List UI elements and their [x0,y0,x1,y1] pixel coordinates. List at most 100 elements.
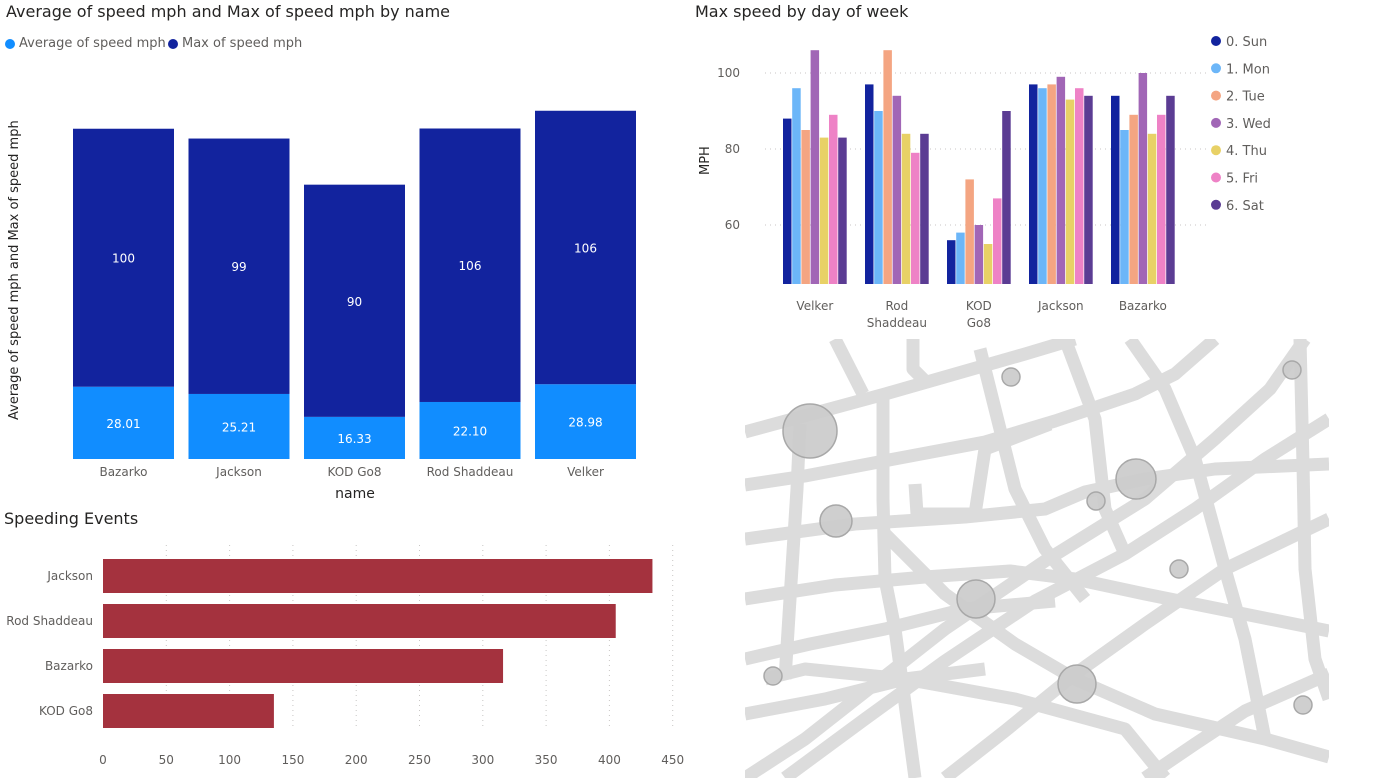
bar-max[interactable] [73,128,174,387]
bar[interactable] [883,50,892,285]
bar[interactable] [901,133,911,284]
bar[interactable] [865,84,874,285]
map-canvas[interactable] [745,339,1329,778]
bar-avg-label: 28.01 [106,417,140,431]
bar[interactable] [1047,84,1056,285]
bar[interactable] [838,137,847,284]
chart1-legend-max-label: Max of speed mph [182,36,303,51]
bar[interactable] [947,240,956,284]
map-bubble[interactable] [1293,695,1313,715]
bar[interactable] [810,50,820,285]
x-tick-label: 100 [218,753,241,767]
bar-avg[interactable] [188,393,290,459]
bar[interactable] [1147,133,1157,284]
bar-avg[interactable] [73,386,174,459]
legend-dot [1211,172,1221,183]
chart2-plot[interactable]: 60 80 100 MPH Velker Rod Shaddeau KOD Go8 Jackson… [690,25,1374,335]
bar[interactable] [965,179,974,284]
bar-max[interactable] [188,138,290,394]
bar-avg[interactable] [304,416,405,459]
bar[interactable] [1084,95,1093,284]
map-street [940,513,1329,778]
bar-avg-label: 16.33 [337,432,371,446]
chart1-plot[interactable]: 28.01 100 Bazarko 25.21 99 Jackson 16.33 90 KOD … [0,60,660,510]
map-bubble[interactable] [1115,458,1157,500]
bar[interactable] [103,649,504,683]
bar[interactable] [103,604,616,638]
bar-avg[interactable] [419,401,521,459]
bar-avg[interactable] [535,384,636,459]
x-tick-label: 0 [99,753,107,767]
bar[interactable] [783,118,792,284]
bar[interactable] [103,559,653,593]
bar[interactable] [819,137,829,284]
y-tick-label: Bazarko [45,659,93,673]
bar[interactable] [1065,99,1075,284]
bar[interactable] [1166,95,1175,284]
bar[interactable] [1075,88,1084,284]
map-bubble[interactable] [819,504,853,538]
bar-max[interactable] [419,128,521,402]
legend-label: 6. Sat [1226,199,1264,214]
x-tick-label: Bazarko [1119,299,1167,313]
bar[interactable] [829,114,838,284]
bar-max[interactable] [304,184,405,417]
x-tick-label: Jackson [1037,299,1084,313]
map-bubble[interactable] [763,666,783,686]
chart2-title: Max speed by day of week [695,2,909,21]
bar[interactable] [1002,111,1011,284]
chart3-plot[interactable]: 0 50 100 150 200 250 300 350 400 450 Jackson Rod Sh… [0,535,700,778]
x-tick-label: 50 [159,753,174,767]
bar-max-label: 106 [459,259,482,273]
x-tick-label: Go8 [967,316,991,330]
map-street [973,347,1091,604]
x-tick-label: 450 [661,753,684,767]
map-bubble[interactable] [1057,664,1097,704]
bar-max-label: 90 [347,295,362,309]
bar[interactable] [1029,84,1038,285]
x-tick-label: KOD Go8 [328,465,382,479]
bar[interactable] [801,130,810,284]
bar[interactable] [892,95,902,284]
bar[interactable] [1138,73,1148,284]
map-bubble[interactable] [782,403,838,459]
bar[interactable] [1157,114,1166,284]
bar[interactable] [983,244,993,284]
legend-dot-avg [5,38,15,49]
y-tick-label: 60 [725,218,740,232]
map-bubble[interactable] [1086,491,1106,511]
legend-label: 3. Wed [1226,117,1271,132]
bar-avg-label: 25.21 [222,420,256,434]
bar[interactable] [874,111,883,284]
legend-dot [1211,145,1221,156]
bar[interactable] [1120,130,1129,284]
map-bubble[interactable] [1169,559,1189,579]
x-tick-label: 200 [345,753,368,767]
bar-max[interactable] [535,110,636,385]
bar[interactable] [1056,76,1066,284]
bar[interactable] [956,232,965,284]
x-tick-label: 350 [535,753,558,767]
map-bubble[interactable] [1282,360,1302,380]
x-tick-label: Velker [567,465,604,479]
bar[interactable] [103,694,274,728]
bar[interactable] [911,152,920,284]
bar[interactable] [993,198,1002,284]
map-bubble[interactable] [1001,367,1021,387]
bar[interactable] [920,133,929,284]
map-bubble[interactable] [956,579,996,619]
legend-dot [1211,63,1221,74]
bar[interactable] [1038,88,1047,284]
map-visual[interactable] [745,339,1329,778]
bar[interactable] [792,88,801,284]
y-axis-title: Average of speed mph and Max of speed mp… [7,120,22,420]
x-axis-title: name [335,486,375,502]
x-tick-label: Shaddeau [867,316,927,330]
chart1-legend-max[interactable]: Max of speed mph [168,36,302,51]
legend-dot-max [168,38,178,49]
bar[interactable] [1129,114,1138,284]
chart1-legend-avg[interactable]: Average of speed mph [5,36,166,51]
chart3-title: Speeding Events [4,509,139,528]
bar[interactable] [1111,95,1120,284]
bar[interactable] [974,225,984,284]
